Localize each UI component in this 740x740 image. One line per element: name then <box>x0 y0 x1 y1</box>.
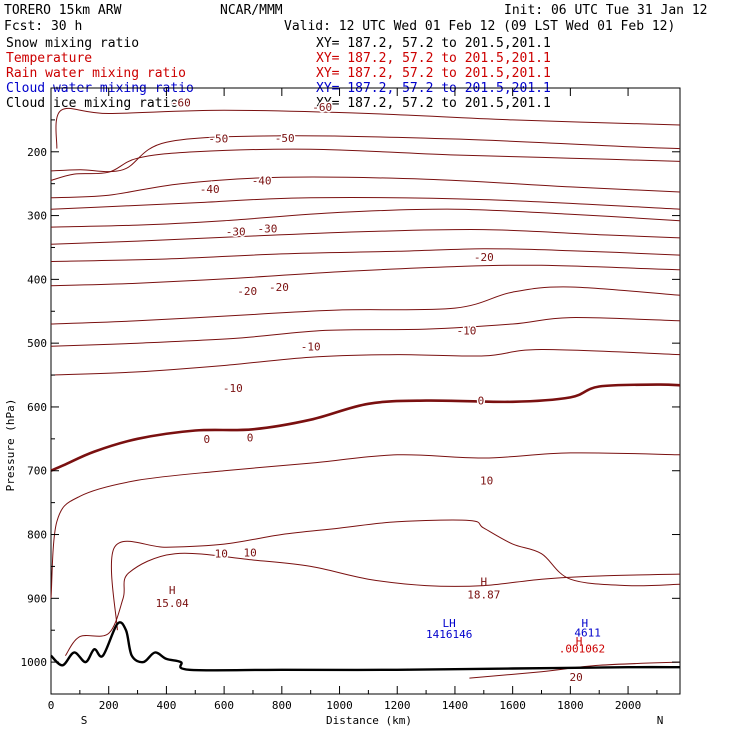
legend-temperature-xy: XY= 187.2, 57.2 to 201.5,201.1 <box>316 51 551 66</box>
legend-rain-xy: XY= 187.2, 57.2 to 201.5,201.1 <box>316 66 551 81</box>
contour-label-2-1: -50 <box>275 132 295 145</box>
x-axis-right-end: N <box>657 714 664 727</box>
x-tick-label-200: 200 <box>99 699 119 712</box>
contour-line-14 <box>110 519 681 631</box>
header-center: NCAR/MMM <box>220 3 283 18</box>
header-model: TORERO 15km ARW <box>4 3 122 18</box>
cloud-water-label-0: LH <box>443 617 456 630</box>
contour-label-9-0: -10 <box>457 324 477 337</box>
x-tick-label-0: 0 <box>48 699 55 712</box>
contour-label-5-0: -30 <box>226 226 246 239</box>
contour-label-3-0: -40 <box>200 183 220 196</box>
x-tick-label-1800: 1800 <box>557 699 584 712</box>
legend-cloud-ice-xy: XY= 187.2, 57.2 to 201.5,201.1 <box>316 96 551 111</box>
y-tick-label-500: 500 <box>27 337 47 350</box>
contour-label-0-0: -60 <box>171 97 191 110</box>
y-tick-label-800: 800 <box>27 529 47 542</box>
x-tick-label-1400: 1400 <box>442 699 469 712</box>
contour-label-7-0: -20 <box>474 251 494 264</box>
header-fcst: Fcst: 30 h <box>4 19 82 34</box>
header-init: Init: 06 UTC Tue 31 Jan 12 <box>504 3 708 18</box>
contour-label-14-0: 10 <box>215 548 228 561</box>
y-tick-label-900: 900 <box>27 592 47 605</box>
contour-line-13 <box>50 452 681 599</box>
extremum-type-1: H <box>480 576 487 589</box>
contour-label-8-0: -20 <box>237 285 257 298</box>
x-axis-left-end: S <box>81 714 88 727</box>
y-tick-label-300: 300 <box>27 210 47 223</box>
rain-label-1: .001062 <box>559 643 605 656</box>
contour-line-11 <box>50 348 681 376</box>
contour-label-0-1: -60 <box>312 101 332 114</box>
temperature-contours <box>50 107 681 679</box>
x-axis-title: Distance (km) <box>326 714 412 727</box>
header-valid: Valid: 12 UTC Wed 01 Feb 12 (09 LST Wed … <box>284 19 675 34</box>
legend-snow: Snow mixing ratio <box>6 36 139 51</box>
terrain-line <box>50 621 681 672</box>
contour-line-3 <box>50 176 681 199</box>
y-tick-label-400: 400 <box>27 273 47 286</box>
contour-label-5-1: -30 <box>257 222 277 235</box>
x-tick-label-400: 400 <box>156 699 176 712</box>
legend-cloud-ice: Cloud ice mixing ratio <box>6 96 178 111</box>
contour-label-16-0: 20 <box>570 671 583 684</box>
y-tick-label-700: 700 <box>27 465 47 478</box>
y-tick-label-1000: 1000 <box>21 656 48 669</box>
rain-label-0: H <box>576 635 583 648</box>
x-tick-label-1600: 1600 <box>499 699 526 712</box>
cloud-water-label-2: H <box>581 617 588 630</box>
legend-snow-xy: XY= 187.2, 57.2 to 201.5,201.1 <box>316 36 551 51</box>
contour-line-6 <box>50 229 681 245</box>
rain-labels: H.001062 <box>559 635 605 656</box>
contour-label-13-0: 10 <box>480 474 493 487</box>
x-tick-label-1000: 1000 <box>326 699 353 712</box>
legend-rain: Rain water mixing ratio <box>6 66 186 81</box>
contour-line-15 <box>64 552 681 656</box>
contour-line-0 <box>55 107 681 149</box>
plot-frame <box>50 87 681 695</box>
terrain <box>50 621 681 672</box>
contour-line-12 <box>50 383 681 472</box>
y-axis-title: Pressure (hPa) <box>4 399 17 492</box>
extremum-type-0: H <box>169 584 176 597</box>
contour-line-7 <box>50 248 681 262</box>
legend: Snow mixing ratio XY= 187.2, 57.2 to 201… <box>6 36 551 111</box>
contour-line-10 <box>50 317 681 347</box>
contour-label-11-0: -10 <box>223 382 243 395</box>
extremum-value-1: 18.87 <box>467 589 500 602</box>
contour-label-14-1: 10 <box>243 546 256 559</box>
contour-line-8 <box>50 264 681 287</box>
x-tick-label-800: 800 <box>272 699 292 712</box>
contour-label-3-1: -40 <box>252 174 272 187</box>
contour-label-12-0: 0 <box>203 433 210 446</box>
contour-line-4 <box>50 197 681 210</box>
y-tick-label-600: 600 <box>27 401 47 414</box>
x-axis: 0 200 400 600 800 1000 1200 1400 1600 1800 2000 <box>48 88 658 712</box>
cloud-water-label-3: 4611 <box>574 627 601 640</box>
contour-labels: -60 -60 -50 -50 -40 -40 -30 -30 -20 -20 -20 -10 -10 -… <box>169 95 584 685</box>
contour-line-1 <box>50 148 681 181</box>
contour-label-12-1: 0 <box>247 432 254 445</box>
x-tick-label-600: 600 <box>214 699 234 712</box>
contour-line-5 <box>50 208 681 228</box>
extremum-value-0: 15.04 <box>156 597 189 610</box>
contour-label-12-2: 0 <box>478 395 485 408</box>
contour-line-2 <box>50 135 681 173</box>
x-tick-label-1200: 1200 <box>384 699 411 712</box>
y-tick-label-200: 200 <box>27 146 47 159</box>
contour-label-10-0: -10 <box>301 340 321 353</box>
cloud-water-label-1: 1416146 <box>426 628 472 641</box>
legend-temperature: Temperature <box>6 51 92 66</box>
contour-label-2-0: -50 <box>208 132 228 145</box>
contour-line-9 <box>50 286 681 325</box>
x-tick-label-2000: 2000 <box>615 699 642 712</box>
contour-label-8-1: -20 <box>269 281 289 294</box>
